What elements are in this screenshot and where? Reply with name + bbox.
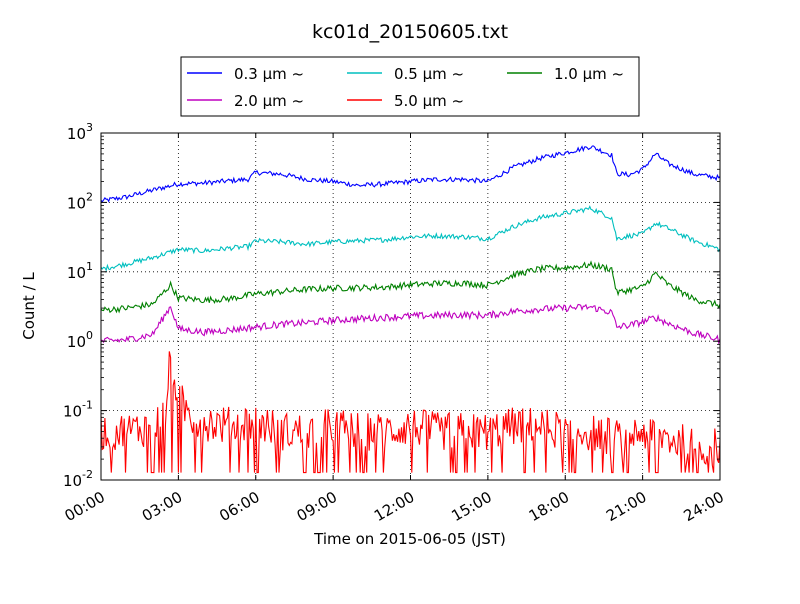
legend: 0.3 µm ~ 0.5 µm ~ 1.0 µm ~ 2.0 µm ~ 5.0 µm ~	[180, 56, 640, 117]
series-line	[100, 205, 721, 272]
x-tick-label: 18:00	[526, 488, 572, 525]
y-tick-label: 101	[67, 260, 93, 282]
y-tick-label: 10-2	[63, 468, 93, 490]
x-tick-label: 00:00	[62, 488, 108, 525]
legend-label: 0.5 µm ~	[394, 65, 464, 83]
y-tick-base: 10	[63, 403, 82, 421]
chart-title: kc01d_20150605.txt	[312, 21, 508, 43]
x-tick-label: 09:00	[294, 488, 340, 525]
y-tick-exponent: 3	[86, 121, 93, 134]
series-line	[100, 260, 721, 314]
legend-label: 1.0 µm ~	[554, 65, 624, 83]
y-tick-exponent: -2	[82, 468, 93, 481]
legend-label: 5.0 µm ~	[394, 92, 464, 110]
x-tick-label: 24:00	[681, 488, 727, 525]
y-tick-base: 10	[63, 472, 82, 490]
y-tick-label: 10-1	[63, 399, 93, 421]
y-tick-base: 10	[67, 125, 86, 143]
y-tick-base: 10	[67, 264, 86, 282]
y-tick-exponent: -1	[82, 399, 93, 412]
y-axis-label: Count / L	[20, 272, 38, 340]
x-tick-label: 21:00	[603, 488, 649, 525]
x-tick-label: 06:00	[216, 488, 262, 525]
series-lines	[100, 145, 721, 474]
y-tick-label: 103	[67, 121, 93, 143]
x-tick-label: 15:00	[448, 488, 494, 525]
y-tick-exponent: 1	[86, 260, 93, 273]
x-axis-label: Time on 2015-06-05 (JST)	[313, 530, 506, 548]
y-tick-base: 10	[67, 194, 86, 212]
series-line	[100, 351, 721, 474]
legend-frame	[180, 56, 640, 117]
series-line	[100, 145, 721, 203]
y-tick-exponent: 0	[86, 329, 93, 342]
y-tick-label: 100	[67, 329, 93, 351]
x-tick-label: 03:00	[139, 488, 185, 525]
y-tick-label: 102	[67, 190, 93, 212]
legend-label: 0.3 µm ~	[234, 65, 304, 83]
y-tick-exponent: 2	[86, 190, 93, 203]
series-line	[100, 303, 721, 345]
x-tick-label: 12:00	[371, 488, 417, 525]
y-tick-base: 10	[67, 333, 86, 351]
legend-label: 2.0 µm ~	[234, 92, 304, 110]
